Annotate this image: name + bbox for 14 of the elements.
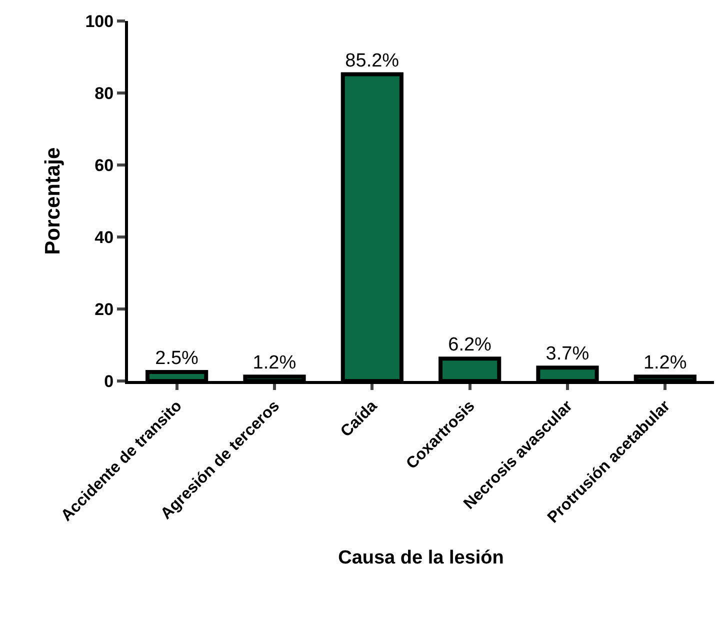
y-tick-label: 40	[94, 228, 114, 247]
data-label: 1.2%	[252, 352, 296, 374]
data-label: 6.2%	[448, 334, 492, 356]
x-axis-title: Causa de la lesión	[338, 547, 504, 568]
data-label: 3.7%	[546, 344, 590, 365]
data-label: 85.2%	[345, 50, 400, 72]
y-axis-title: Porcentaje	[41, 147, 64, 255]
y-tick-label: 20	[94, 300, 114, 319]
y-tick-label: 100	[85, 12, 114, 31]
y-tick-label: 80	[94, 84, 114, 103]
y-tick-label: 60	[94, 156, 114, 175]
data-label: 1.2%	[643, 352, 687, 374]
y-tick-label: 0	[104, 372, 114, 391]
data-label: 2.5%	[155, 348, 199, 369]
